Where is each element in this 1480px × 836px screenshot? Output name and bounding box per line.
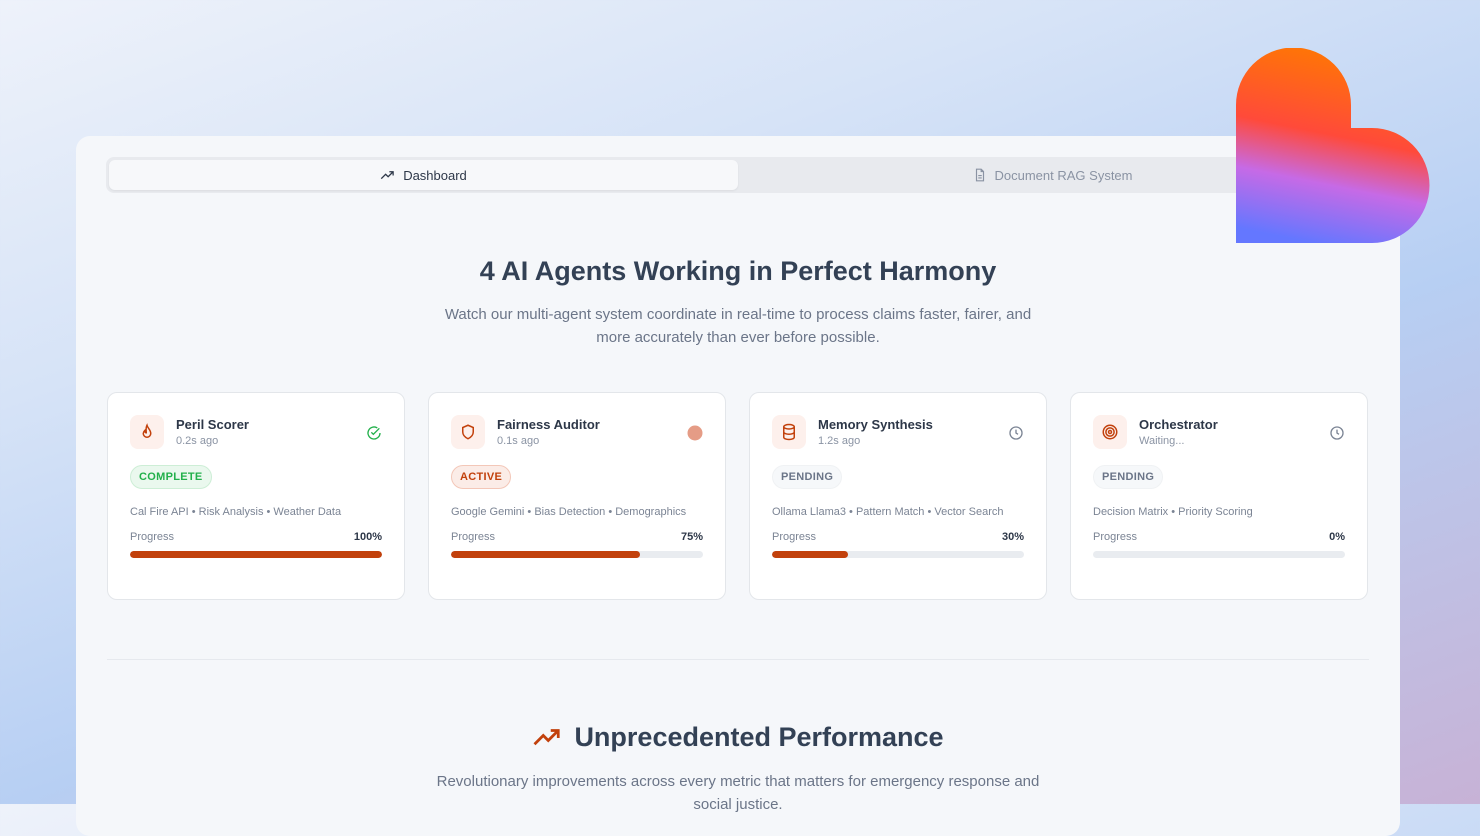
- progress-fill: [451, 551, 640, 558]
- heart-logo: [1236, 48, 1430, 243]
- progress-label: Progress: [772, 531, 817, 543]
- target-icon: [1093, 415, 1127, 449]
- progress-label: Progress: [130, 531, 175, 543]
- agent-card: Fairness Auditor 0.1s ago ACTIVE Google G…: [428, 392, 726, 600]
- agent-time: Waiting...: [1139, 435, 1185, 447]
- agent-name: Fairness Auditor: [497, 417, 600, 432]
- section-divider: [107, 659, 1369, 660]
- tab-bar: Dashboard Document RAG System: [106, 157, 1370, 193]
- agent-name: Peril Scorer: [176, 417, 249, 432]
- trending-up-icon: [533, 728, 561, 745]
- shield-icon: [451, 415, 485, 449]
- page-subtitle: Watch our multi-agent system coordinate …: [444, 306, 1032, 346]
- tab-document-rag[interactable]: Document RAG System: [738, 160, 1367, 190]
- agent-cards: Peril Scorer 0.2s ago COMPLETE Cal Fire A…: [107, 392, 1368, 600]
- status-badge: ACTIVE: [451, 465, 512, 489]
- progress-value: 100%: [353, 531, 382, 543]
- status-badge: PENDING: [772, 465, 843, 489]
- progress-value: 75%: [680, 531, 703, 543]
- status-badge: COMPLETE: [130, 465, 212, 489]
- performance-title-text: Unprecedented Performance: [574, 722, 944, 752]
- agent-card: Memory Synthesis 1.2s ago PENDING Ollama …: [749, 392, 1047, 600]
- agent-card: Peril Scorer 0.2s ago COMPLETE Cal Fire A…: [107, 392, 405, 600]
- performance-subtitle: Revolutionary improvements across every …: [436, 773, 1040, 813]
- page-title: 4 AI Agents Working in Perfect Harmony: [479, 256, 997, 286]
- tab-dashboard[interactable]: Dashboard: [109, 160, 738, 190]
- tab-label: Document RAG System: [994, 167, 1133, 183]
- agent-name: Orchestrator: [1139, 417, 1218, 432]
- active-dot-icon: [687, 425, 703, 446]
- tab-label: Dashboard: [403, 167, 467, 183]
- progress-fill: [130, 551, 382, 558]
- trending-up-icon: [380, 170, 394, 179]
- progress-value: 0%: [1329, 531, 1345, 543]
- progress-label: Progress: [1093, 531, 1138, 543]
- agent-time: 0.2s ago: [176, 435, 219, 447]
- progress-bar: [772, 551, 1024, 558]
- file-text-icon: [975, 168, 984, 182]
- agent-tags: Decision Matrix • Priority Scoring: [1093, 506, 1253, 518]
- clock-icon: [1329, 425, 1345, 446]
- progress-value: 30%: [1001, 531, 1024, 543]
- agent-card: Orchestrator Waiting... PENDING Decision …: [1070, 392, 1368, 600]
- progress-label: Progress: [451, 531, 496, 543]
- flame-icon: [130, 415, 164, 449]
- progress-bar: [130, 551, 382, 558]
- status-badge: PENDING: [1093, 465, 1164, 489]
- performance-title: Unprecedented Performance: [76, 722, 1400, 753]
- progress-bar: [451, 551, 703, 558]
- database-icon: [772, 415, 806, 449]
- main-panel: Dashboard Document RAG System 4 AI Agent…: [76, 136, 1400, 836]
- clock-icon: [1008, 425, 1024, 446]
- check-circle-icon: [366, 425, 382, 446]
- agent-tags: Cal Fire API • Risk Analysis • Weather D…: [130, 506, 342, 518]
- agent-time: 0.1s ago: [497, 435, 540, 447]
- progress-fill: [772, 551, 848, 558]
- agent-tags: Google Gemini • Bias Detection • Demogra…: [451, 506, 687, 518]
- agent-name: Memory Synthesis: [818, 417, 933, 432]
- agent-tags: Ollama Llama3 • Pattern Match • Vector S…: [772, 506, 1004, 518]
- agent-time: 1.2s ago: [818, 435, 861, 447]
- progress-bar: [1093, 551, 1345, 558]
